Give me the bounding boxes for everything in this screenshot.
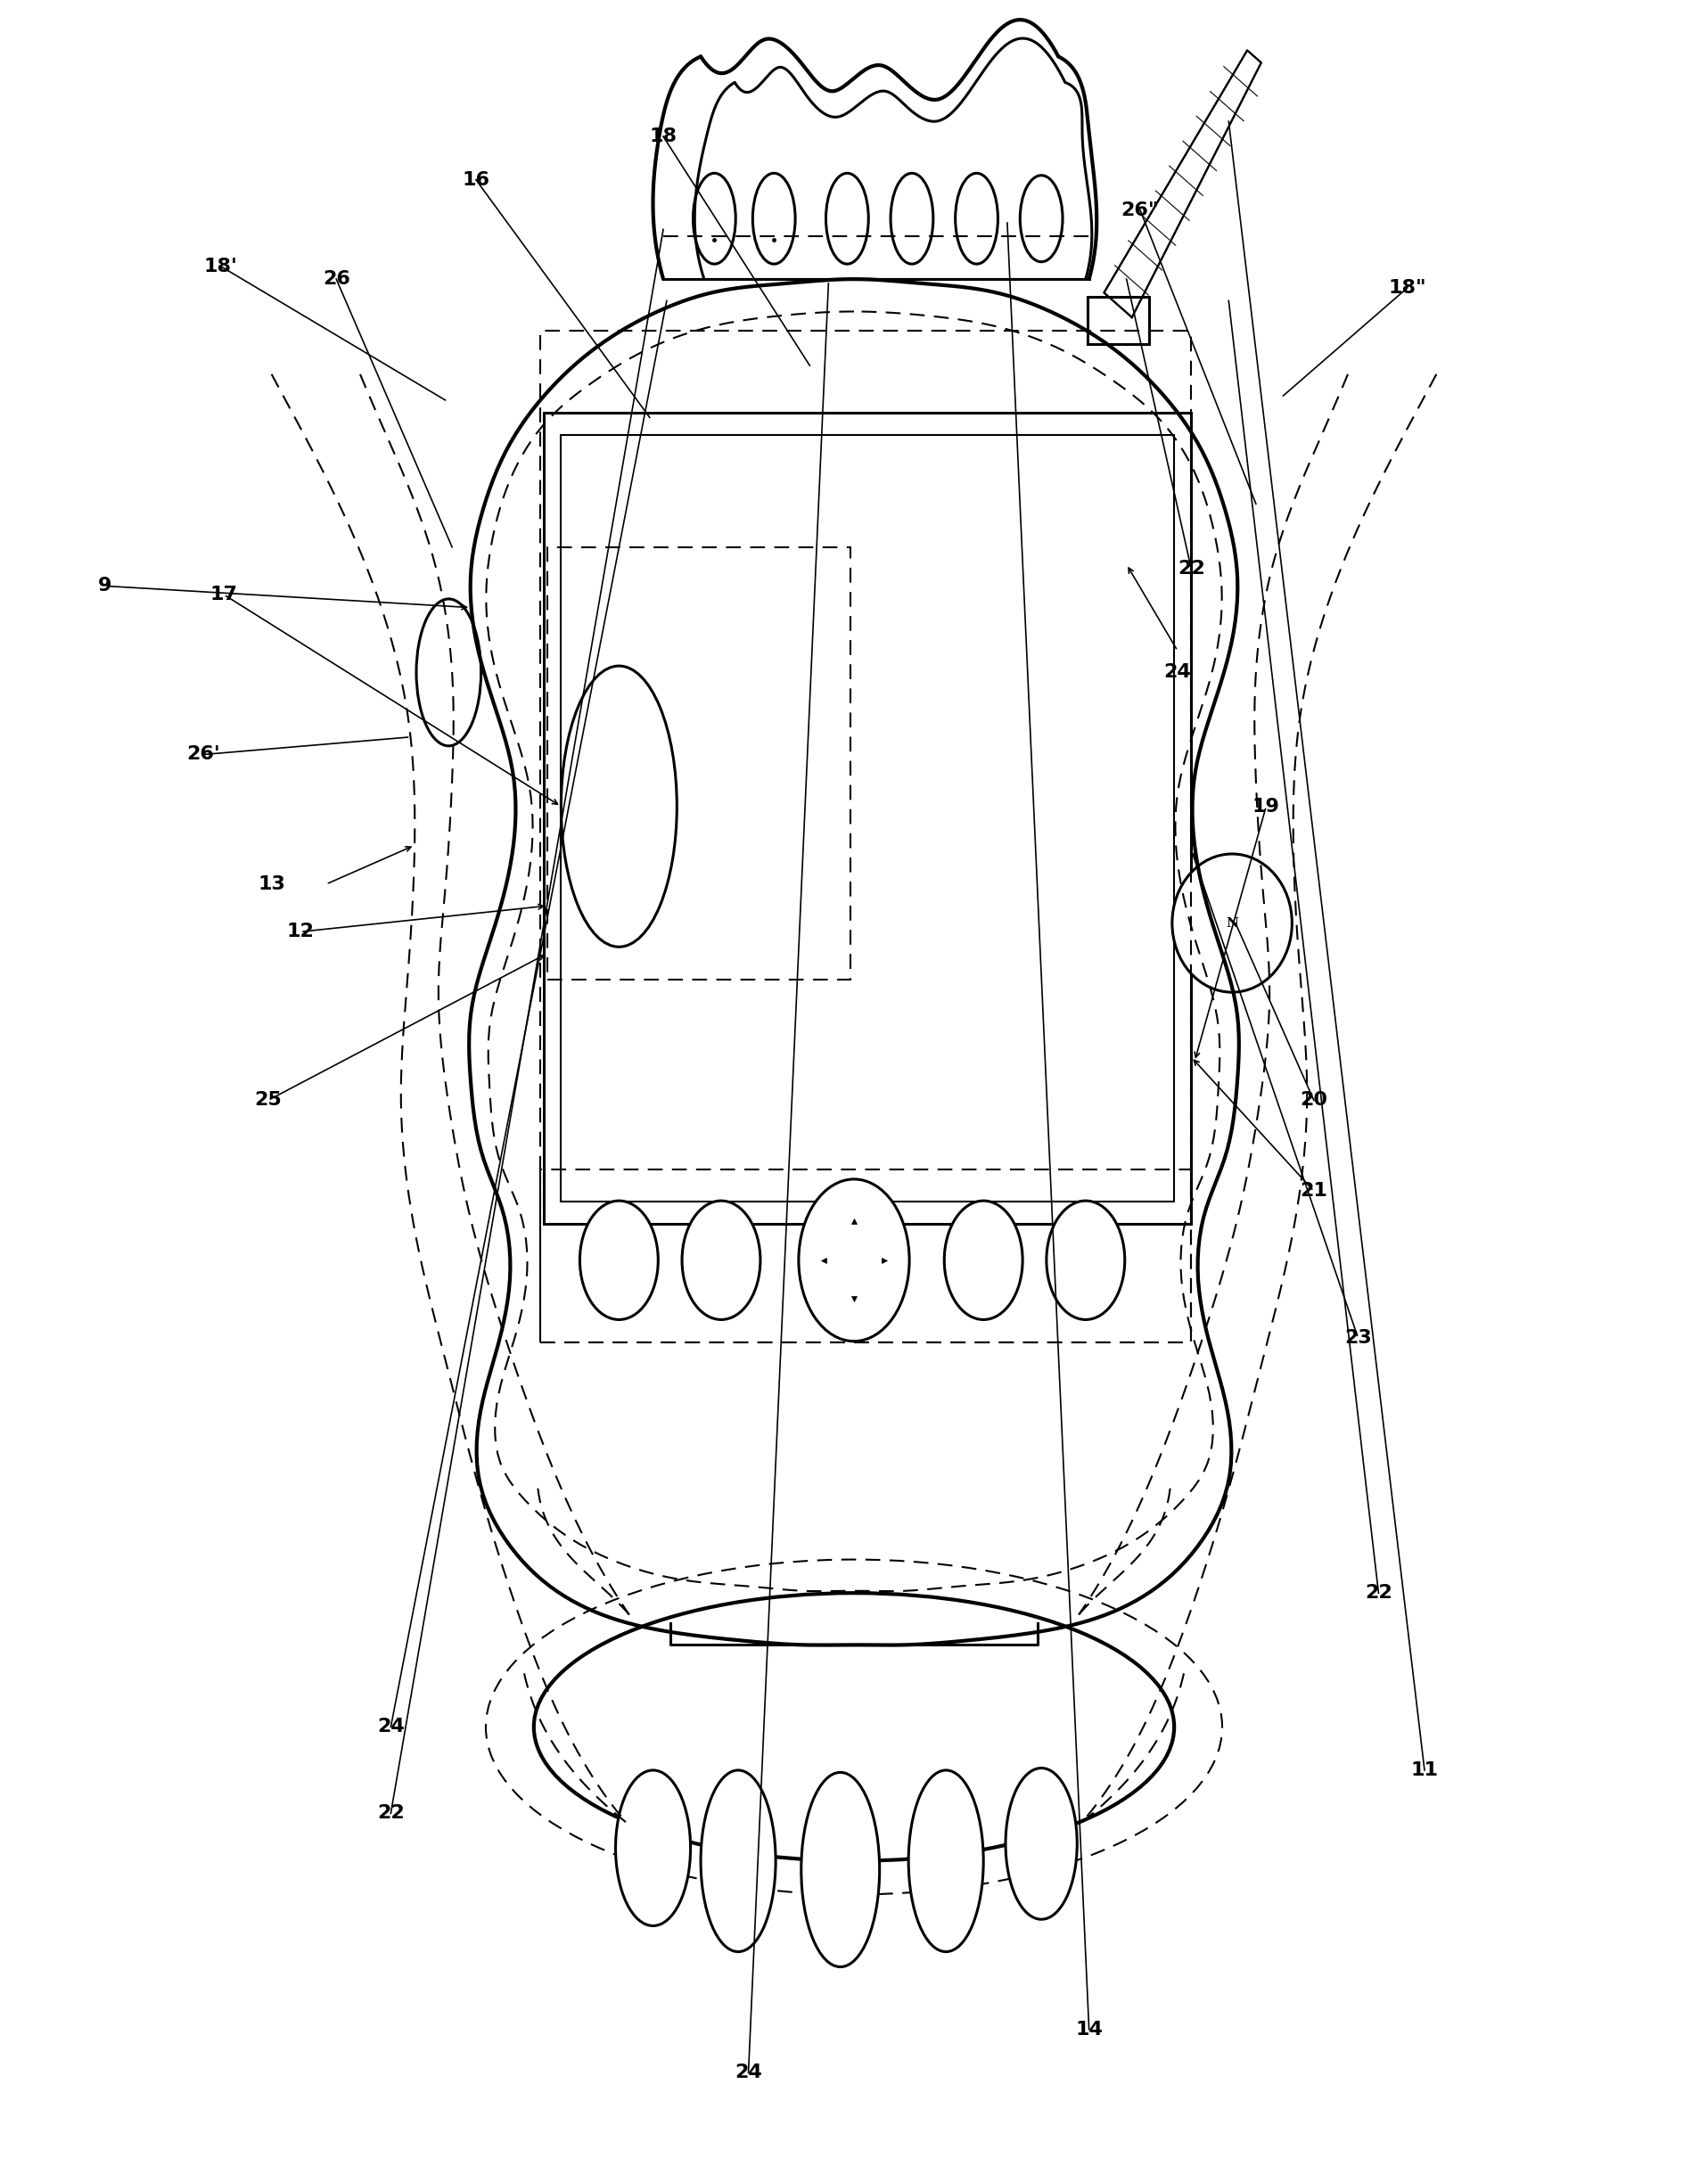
Text: 22: 22 — [1177, 559, 1204, 578]
Text: 18": 18" — [1389, 279, 1426, 297]
Bar — [545, 414, 1190, 1224]
Text: 23: 23 — [1344, 1330, 1372, 1347]
Text: 24: 24 — [1163, 663, 1190, 682]
Polygon shape — [1103, 50, 1261, 318]
Ellipse shape — [1172, 853, 1291, 992]
Text: 17: 17 — [210, 585, 237, 604]
Text: N: N — [1226, 916, 1238, 929]
Text: 9: 9 — [97, 576, 111, 596]
Text: 20: 20 — [1300, 1092, 1327, 1109]
Text: 16: 16 — [463, 171, 490, 188]
Ellipse shape — [1020, 175, 1062, 262]
Ellipse shape — [945, 1200, 1023, 1319]
Ellipse shape — [417, 600, 482, 745]
Bar — [541, 331, 1190, 1343]
Text: 26": 26" — [1120, 201, 1160, 219]
Text: 13: 13 — [258, 875, 285, 892]
Ellipse shape — [579, 1200, 658, 1319]
Ellipse shape — [801, 1772, 880, 1967]
Text: 18: 18 — [649, 128, 676, 145]
Ellipse shape — [693, 173, 736, 264]
Text: 14: 14 — [1076, 2021, 1103, 2038]
Ellipse shape — [615, 1770, 690, 1926]
Text: 18': 18' — [203, 258, 237, 275]
Ellipse shape — [1006, 1767, 1078, 1919]
Bar — [1088, 297, 1148, 344]
Ellipse shape — [827, 173, 868, 264]
Ellipse shape — [753, 173, 796, 264]
Text: 22: 22 — [377, 1804, 405, 1822]
Text: 12: 12 — [287, 923, 314, 940]
Text: 26: 26 — [323, 271, 350, 288]
Ellipse shape — [955, 173, 997, 264]
Bar — [548, 548, 851, 979]
Text: 22: 22 — [1365, 1583, 1392, 1603]
Text: 11: 11 — [1411, 1761, 1438, 1778]
Text: 24: 24 — [377, 1718, 405, 1735]
Ellipse shape — [681, 1200, 760, 1319]
Ellipse shape — [1047, 1200, 1126, 1319]
Ellipse shape — [909, 1770, 984, 1952]
Ellipse shape — [700, 1770, 775, 1952]
Ellipse shape — [535, 1592, 1173, 1861]
Ellipse shape — [890, 173, 933, 264]
Text: 24: 24 — [734, 2064, 762, 2082]
Text: 19: 19 — [1252, 797, 1279, 814]
Ellipse shape — [799, 1178, 909, 1341]
Text: 25: 25 — [254, 1092, 282, 1109]
Ellipse shape — [560, 665, 676, 947]
Text: 26': 26' — [186, 745, 220, 762]
Text: 21: 21 — [1300, 1183, 1327, 1200]
Bar — [560, 435, 1173, 1202]
Bar — [541, 1170, 1190, 1343]
